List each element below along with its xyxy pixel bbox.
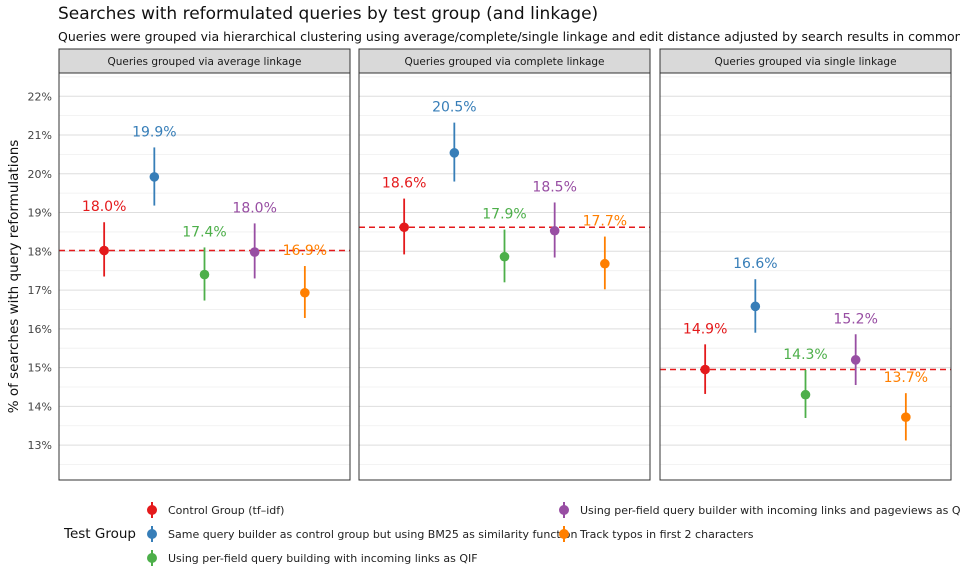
data-point (399, 222, 409, 233)
legend-label: Using per-field query building with inco… (168, 551, 478, 565)
panel-border (58, 72, 351, 481)
chart-title: Searches with reformulated queries by te… (58, 4, 599, 24)
data-label: 18.5% (532, 179, 576, 195)
facet-strip (58, 48, 351, 74)
data-point (499, 251, 510, 262)
legend-label: Using per-field query builder with incom… (580, 503, 960, 517)
data-label: 14.3% (783, 347, 827, 363)
legend: Test Group Control Group (tf–idf) Same qu… (60, 498, 960, 570)
y-tick-label: 20% (28, 168, 52, 181)
data-label: 16.6% (733, 256, 777, 272)
data-label: 13.7% (884, 370, 928, 386)
legend-item: Using per-field query builder with incom… (554, 500, 960, 520)
data-point (750, 301, 761, 312)
facet-strip-label: Queries grouped via complete linkage (404, 56, 604, 68)
data-point (600, 258, 610, 269)
legend-item: Using per-field query building with inco… (142, 548, 478, 568)
data-label: 20.5% (432, 100, 476, 116)
facet-strip-label: Queries grouped via average linkage (107, 56, 301, 68)
data-label: 15.2% (833, 311, 877, 327)
legend-key-icon (142, 500, 162, 520)
data-point (149, 172, 160, 182)
y-tick-label: 15% (28, 362, 52, 375)
y-tick-label: 16% (28, 323, 52, 336)
data-point (901, 412, 911, 423)
faceted-pointrange-chart: % of searches with query reformulations 1… (6, 48, 952, 481)
y-tick-label: 22% (28, 90, 52, 103)
y-axis-title: % of searches with query reformulations (6, 140, 22, 414)
panel-border (358, 72, 651, 481)
data-label: 16.9% (283, 243, 327, 259)
data-label: 18.6% (382, 176, 426, 192)
data-point (249, 247, 260, 257)
data-label: 17.7% (583, 214, 627, 230)
legend-label: Same query builder as control group but … (168, 527, 578, 541)
legend-title: Test Group (64, 526, 136, 542)
panel-border (659, 72, 952, 481)
data-label: 18.0% (82, 199, 126, 215)
legend-label: Track typos in first 2 characters (580, 527, 754, 541)
y-tick-label: 14% (28, 400, 52, 413)
data-point (850, 355, 861, 365)
y-tick-label: 13% (28, 439, 52, 452)
legend-key-icon (142, 548, 162, 568)
y-tick-label: 21% (28, 129, 52, 142)
legend-key-icon (554, 500, 574, 520)
legend-key-icon (554, 524, 574, 544)
data-label: 19.9% (132, 124, 176, 140)
data-point (549, 225, 560, 236)
legend-key-icon (142, 524, 162, 544)
data-label: 14.9% (683, 321, 727, 337)
legend-item: Track typos in first 2 characters (554, 524, 753, 544)
data-point (199, 269, 210, 280)
y-tick-label: 18% (28, 245, 52, 258)
facet-strip-label: Queries grouped via single linkage (714, 56, 896, 68)
y-tick-label: 19% (28, 207, 52, 220)
data-point (449, 148, 460, 158)
data-label: 17.9% (482, 207, 526, 223)
data-point (700, 364, 710, 375)
facet-strip (358, 48, 651, 74)
data-label: 18.0% (232, 200, 276, 216)
legend-label: Control Group (tf–idf) (168, 503, 285, 517)
data-point (800, 389, 811, 400)
legend-item: Same query builder as control group but … (142, 524, 578, 544)
legend-item: Control Group (tf–idf) (142, 500, 284, 520)
data-point (99, 245, 109, 256)
data-label: 17.4% (182, 224, 226, 240)
chart-subtitle: Queries were grouped via hierarchical cl… (58, 29, 960, 44)
data-point (300, 287, 310, 298)
y-tick-label: 17% (28, 284, 52, 297)
